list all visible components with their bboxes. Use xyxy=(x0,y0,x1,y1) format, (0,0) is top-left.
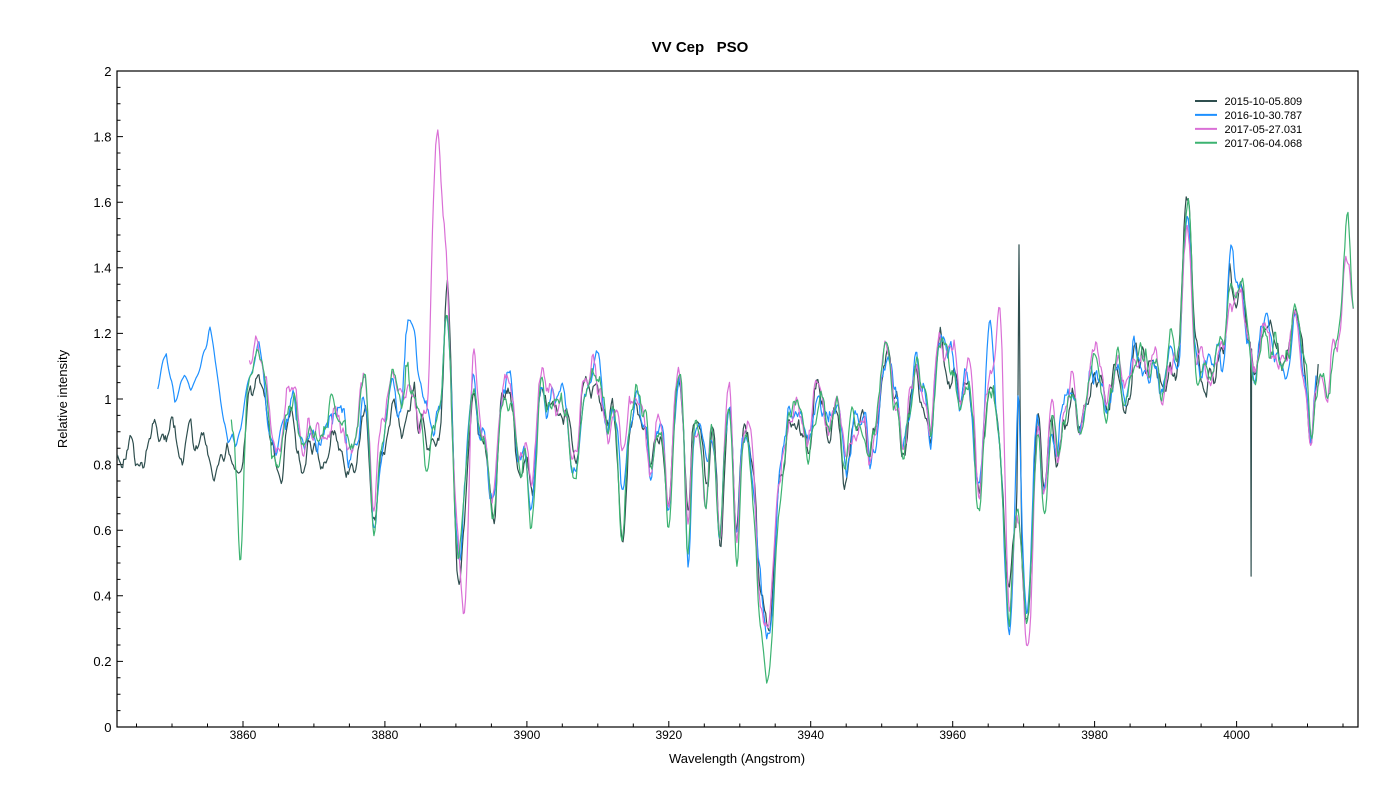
svg-text:1.6: 1.6 xyxy=(93,195,111,210)
svg-text:3900: 3900 xyxy=(514,728,541,742)
svg-text:4000: 4000 xyxy=(1223,728,1250,742)
svg-text:3980: 3980 xyxy=(1081,728,1108,742)
svg-text:2015-10-05.809: 2015-10-05.809 xyxy=(1225,96,1303,108)
svg-text:3920: 3920 xyxy=(655,728,682,742)
svg-text:0.2: 0.2 xyxy=(93,654,111,669)
svg-text:3960: 3960 xyxy=(939,728,966,742)
svg-text:VV Cep PSO: VV Cep PSO xyxy=(652,39,749,56)
svg-text:0: 0 xyxy=(104,720,111,735)
svg-text:Relative intensity: Relative intensity xyxy=(55,349,70,448)
svg-text:0.8: 0.8 xyxy=(93,457,111,472)
svg-text:3880: 3880 xyxy=(372,728,399,742)
svg-text:1: 1 xyxy=(104,392,111,407)
svg-text:0.4: 0.4 xyxy=(93,589,111,604)
svg-text:3940: 3940 xyxy=(797,728,824,742)
svg-text:1.8: 1.8 xyxy=(93,129,111,144)
svg-text:2017-05-27.031: 2017-05-27.031 xyxy=(1225,124,1303,136)
svg-text:2: 2 xyxy=(104,64,111,79)
svg-text:2017-06-04.068: 2017-06-04.068 xyxy=(1225,138,1303,150)
svg-text:3860: 3860 xyxy=(230,728,257,742)
svg-text:2016-10-30.787: 2016-10-30.787 xyxy=(1225,110,1303,122)
svg-text:0.6: 0.6 xyxy=(93,523,111,538)
svg-text:1.4: 1.4 xyxy=(93,261,111,276)
svg-text:Wavelength (Angstrom): Wavelength (Angstrom) xyxy=(669,751,805,766)
svg-text:1.2: 1.2 xyxy=(93,326,111,341)
